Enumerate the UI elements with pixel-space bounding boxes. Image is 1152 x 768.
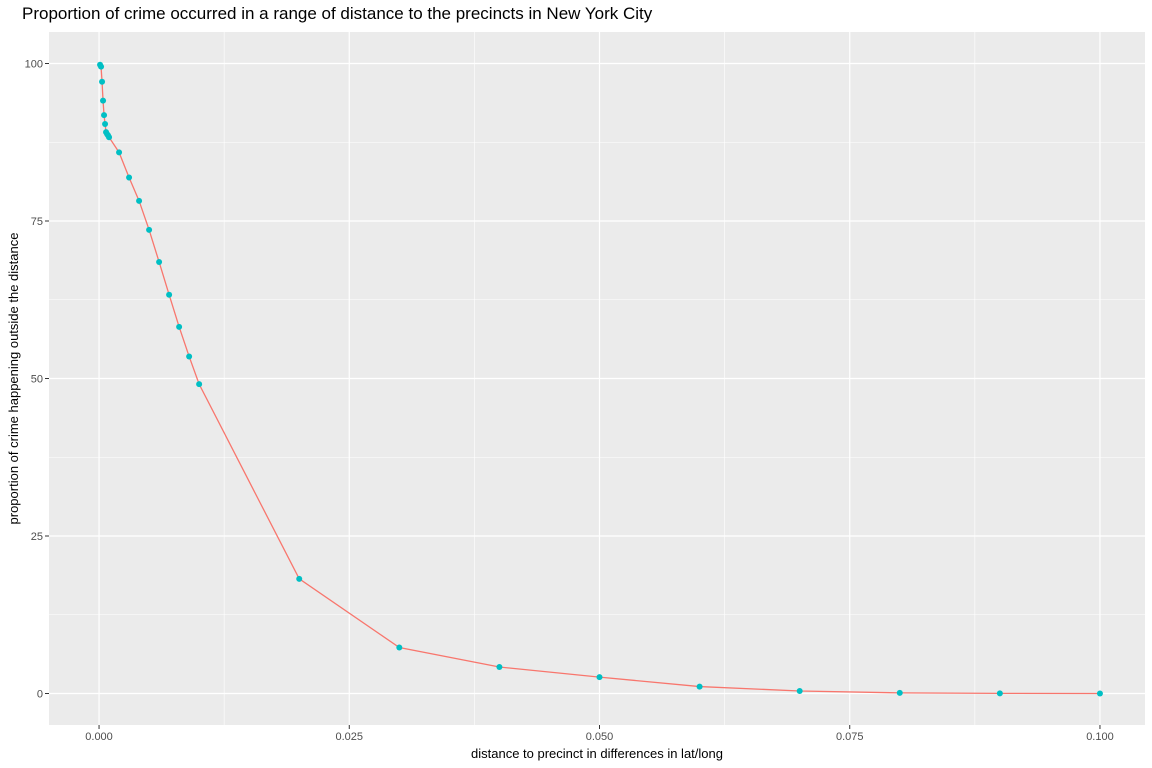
x-tick-label: 0.075 bbox=[836, 731, 864, 743]
x-tick-label: 0.050 bbox=[586, 731, 614, 743]
x-axis-label: distance to precinct in differences in l… bbox=[471, 746, 723, 761]
data-point bbox=[186, 353, 193, 360]
data-point bbox=[99, 78, 106, 85]
x-tick-label: 0.100 bbox=[1086, 731, 1114, 743]
data-point bbox=[101, 112, 108, 119]
chart-title: Proportion of crime occurred in a range … bbox=[22, 4, 653, 23]
data-point bbox=[136, 197, 143, 204]
y-tick-label: 75 bbox=[31, 216, 43, 228]
data-point bbox=[126, 174, 133, 181]
y-tick-label: 0 bbox=[37, 689, 43, 701]
data-point bbox=[296, 575, 303, 582]
data-point bbox=[896, 689, 903, 696]
y-tick-label: 50 bbox=[31, 374, 43, 386]
series-line bbox=[99, 64, 1100, 695]
data-point bbox=[146, 226, 153, 233]
data-point bbox=[166, 291, 173, 298]
data-point bbox=[100, 97, 107, 104]
data-point bbox=[102, 120, 109, 127]
data-point bbox=[796, 687, 803, 694]
data-point bbox=[106, 134, 113, 141]
y-axis-label: proportion of crime happening outside th… bbox=[6, 233, 21, 525]
y-tick-label: 100 bbox=[25, 59, 43, 71]
data-point bbox=[496, 664, 503, 671]
data-point bbox=[196, 381, 203, 388]
data-point bbox=[596, 674, 603, 681]
data-point bbox=[176, 323, 183, 330]
y-tick-label: 25 bbox=[31, 531, 43, 543]
x-tick-label: 0.025 bbox=[336, 731, 364, 743]
data-point bbox=[98, 63, 105, 70]
data-point bbox=[116, 149, 123, 156]
data-point bbox=[696, 683, 703, 690]
x-tick-label: 0.000 bbox=[85, 731, 113, 743]
data-point bbox=[1096, 690, 1103, 697]
data-point bbox=[156, 258, 163, 265]
data-point bbox=[996, 690, 1003, 697]
data-point bbox=[396, 644, 403, 651]
